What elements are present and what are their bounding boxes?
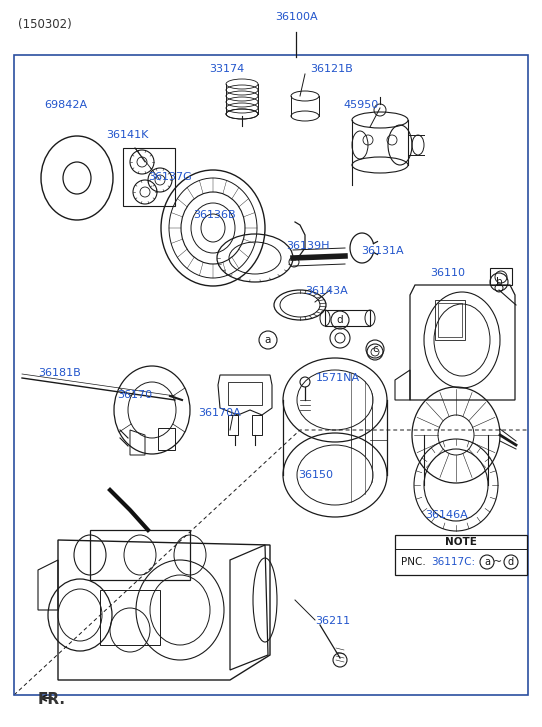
Text: 33174: 33174 xyxy=(209,64,244,74)
Text: FR.: FR. xyxy=(38,692,66,707)
Text: (150302): (150302) xyxy=(18,18,72,31)
Bar xyxy=(435,300,465,340)
Text: 45950: 45950 xyxy=(344,100,379,110)
Text: d: d xyxy=(337,315,343,325)
Text: 36137G: 36137G xyxy=(148,172,192,182)
Text: 36117C:: 36117C: xyxy=(431,557,475,567)
Bar xyxy=(14,55,528,695)
Bar xyxy=(90,530,190,580)
Text: c: c xyxy=(372,344,378,354)
Text: 36170A: 36170A xyxy=(198,408,241,418)
Text: b: b xyxy=(496,277,502,287)
Bar xyxy=(438,303,462,337)
Bar xyxy=(100,590,160,645)
Text: 36150: 36150 xyxy=(298,470,333,480)
Bar xyxy=(325,310,370,326)
Text: NOTE: NOTE xyxy=(445,537,477,547)
Text: d: d xyxy=(508,557,514,567)
Text: 1571NA: 1571NA xyxy=(316,373,360,383)
Text: 36141K: 36141K xyxy=(106,130,149,140)
Text: 36131A: 36131A xyxy=(361,246,404,256)
Text: 36170: 36170 xyxy=(117,390,152,400)
Text: 36139H: 36139H xyxy=(286,241,330,251)
Text: a: a xyxy=(265,335,271,345)
Text: PNC.: PNC. xyxy=(401,557,426,567)
Text: 36100A: 36100A xyxy=(275,12,317,22)
Text: 69842A: 69842A xyxy=(44,100,87,110)
Text: a: a xyxy=(484,557,490,567)
Text: 36136B: 36136B xyxy=(193,210,236,220)
Text: 36110: 36110 xyxy=(430,268,465,278)
Text: 36146A: 36146A xyxy=(425,510,468,520)
Bar xyxy=(395,535,527,575)
Text: 36143A: 36143A xyxy=(305,286,348,296)
Text: 36121B: 36121B xyxy=(310,64,353,74)
Bar xyxy=(123,148,175,206)
Text: 36181B: 36181B xyxy=(38,368,81,378)
Text: ~: ~ xyxy=(493,557,502,567)
Text: 36211: 36211 xyxy=(315,616,350,626)
